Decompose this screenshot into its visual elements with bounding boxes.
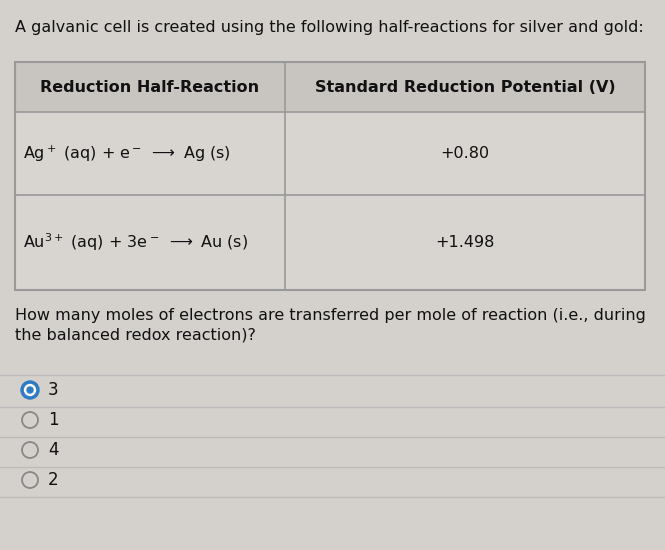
Text: the balanced redox reaction)?: the balanced redox reaction)? — [15, 328, 256, 343]
Text: Reduction Half-Reaction: Reduction Half-Reaction — [41, 80, 259, 95]
Text: Ag$^+$ (aq) + e$^-$ $\longrightarrow$ Ag (s): Ag$^+$ (aq) + e$^-$ $\longrightarrow$ Ag… — [23, 144, 231, 164]
Text: Standard Reduction Potential (V): Standard Reduction Potential (V) — [315, 80, 615, 95]
Text: 3: 3 — [48, 381, 59, 399]
Bar — [15, 62, 645, 290]
Circle shape — [21, 381, 39, 399]
Text: +1.498: +1.498 — [436, 235, 495, 250]
Circle shape — [27, 387, 33, 393]
Text: Au$^{3+}$ (aq) + 3e$^-$ $\longrightarrow$ Au (s): Au$^{3+}$ (aq) + 3e$^-$ $\longrightarrow… — [23, 232, 248, 254]
Bar — [15, 195, 645, 290]
Text: How many moles of electrons are transferred per mole of reaction (i.e., during: How many moles of electrons are transfer… — [15, 308, 646, 323]
Text: 2: 2 — [48, 471, 59, 489]
Text: A galvanic cell is created using the following half-reactions for silver and gol: A galvanic cell is created using the fol… — [15, 20, 644, 35]
Text: 4: 4 — [48, 441, 59, 459]
Text: 1: 1 — [48, 411, 59, 429]
Circle shape — [25, 384, 35, 395]
Bar — [15, 112, 645, 195]
Text: +0.80: +0.80 — [440, 146, 489, 161]
Bar — [15, 62, 645, 112]
